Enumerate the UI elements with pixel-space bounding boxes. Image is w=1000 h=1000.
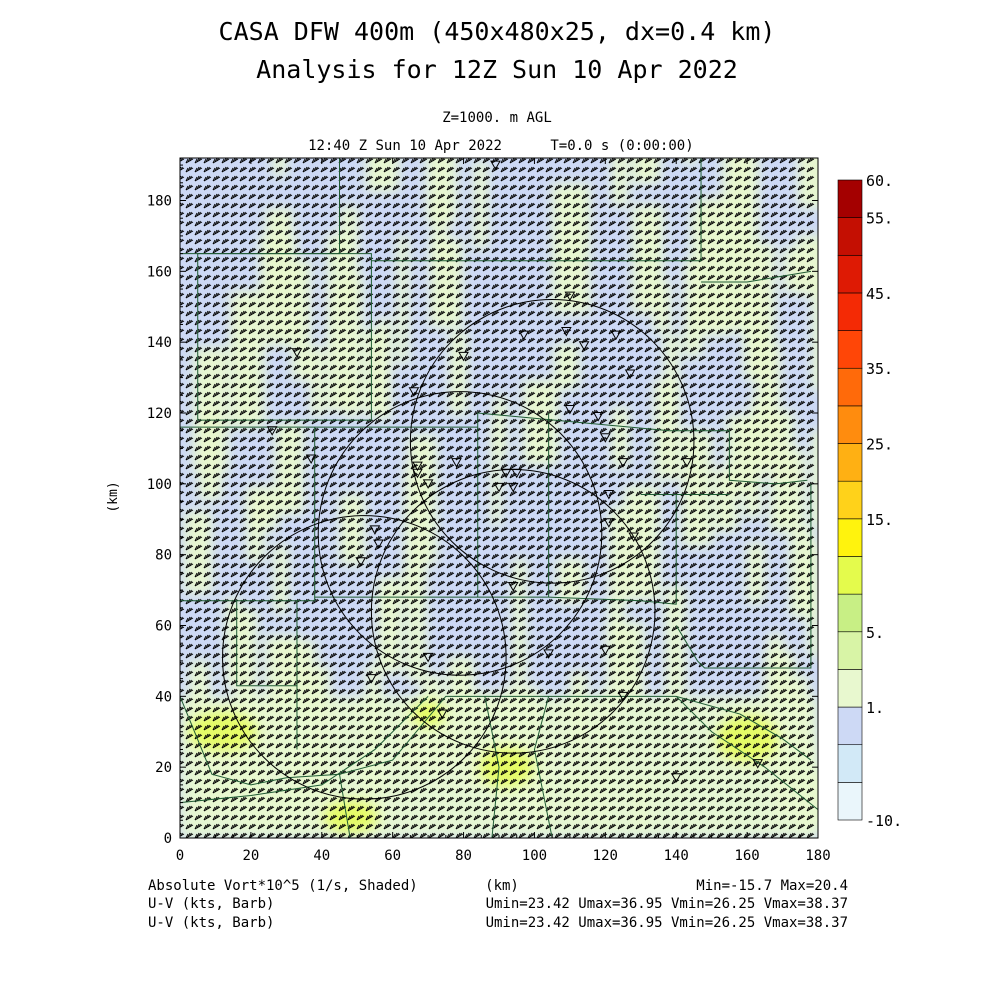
- level-label: Z=1000. m AGL: [442, 110, 552, 126]
- field-patch: [796, 235, 833, 295]
- field-patch: [407, 435, 436, 563]
- field-patch: [225, 598, 240, 688]
- forecast-time: T=0.0 s (0:00:00): [550, 138, 693, 154]
- field-patch: [817, 769, 828, 829]
- plot-area: [177, 54, 847, 839]
- field-patch: [230, 291, 264, 428]
- field-patch: [397, 235, 408, 365]
- field-patch: [798, 93, 833, 208]
- field-patch: [654, 282, 671, 333]
- field-patch: [606, 622, 644, 696]
- field-maximum: [715, 714, 779, 764]
- title-line-1: CASA DFW 400m (450x480x25, dx=0.4 km): [219, 17, 776, 46]
- field-patch: [812, 283, 827, 390]
- valid-time: 12:40 Z Sun 10 Apr 2022: [308, 138, 502, 154]
- title-line-2: Analysis for 12Z Sun 10 Apr 2022: [256, 55, 738, 84]
- vorticity-shading: [180, 54, 847, 839]
